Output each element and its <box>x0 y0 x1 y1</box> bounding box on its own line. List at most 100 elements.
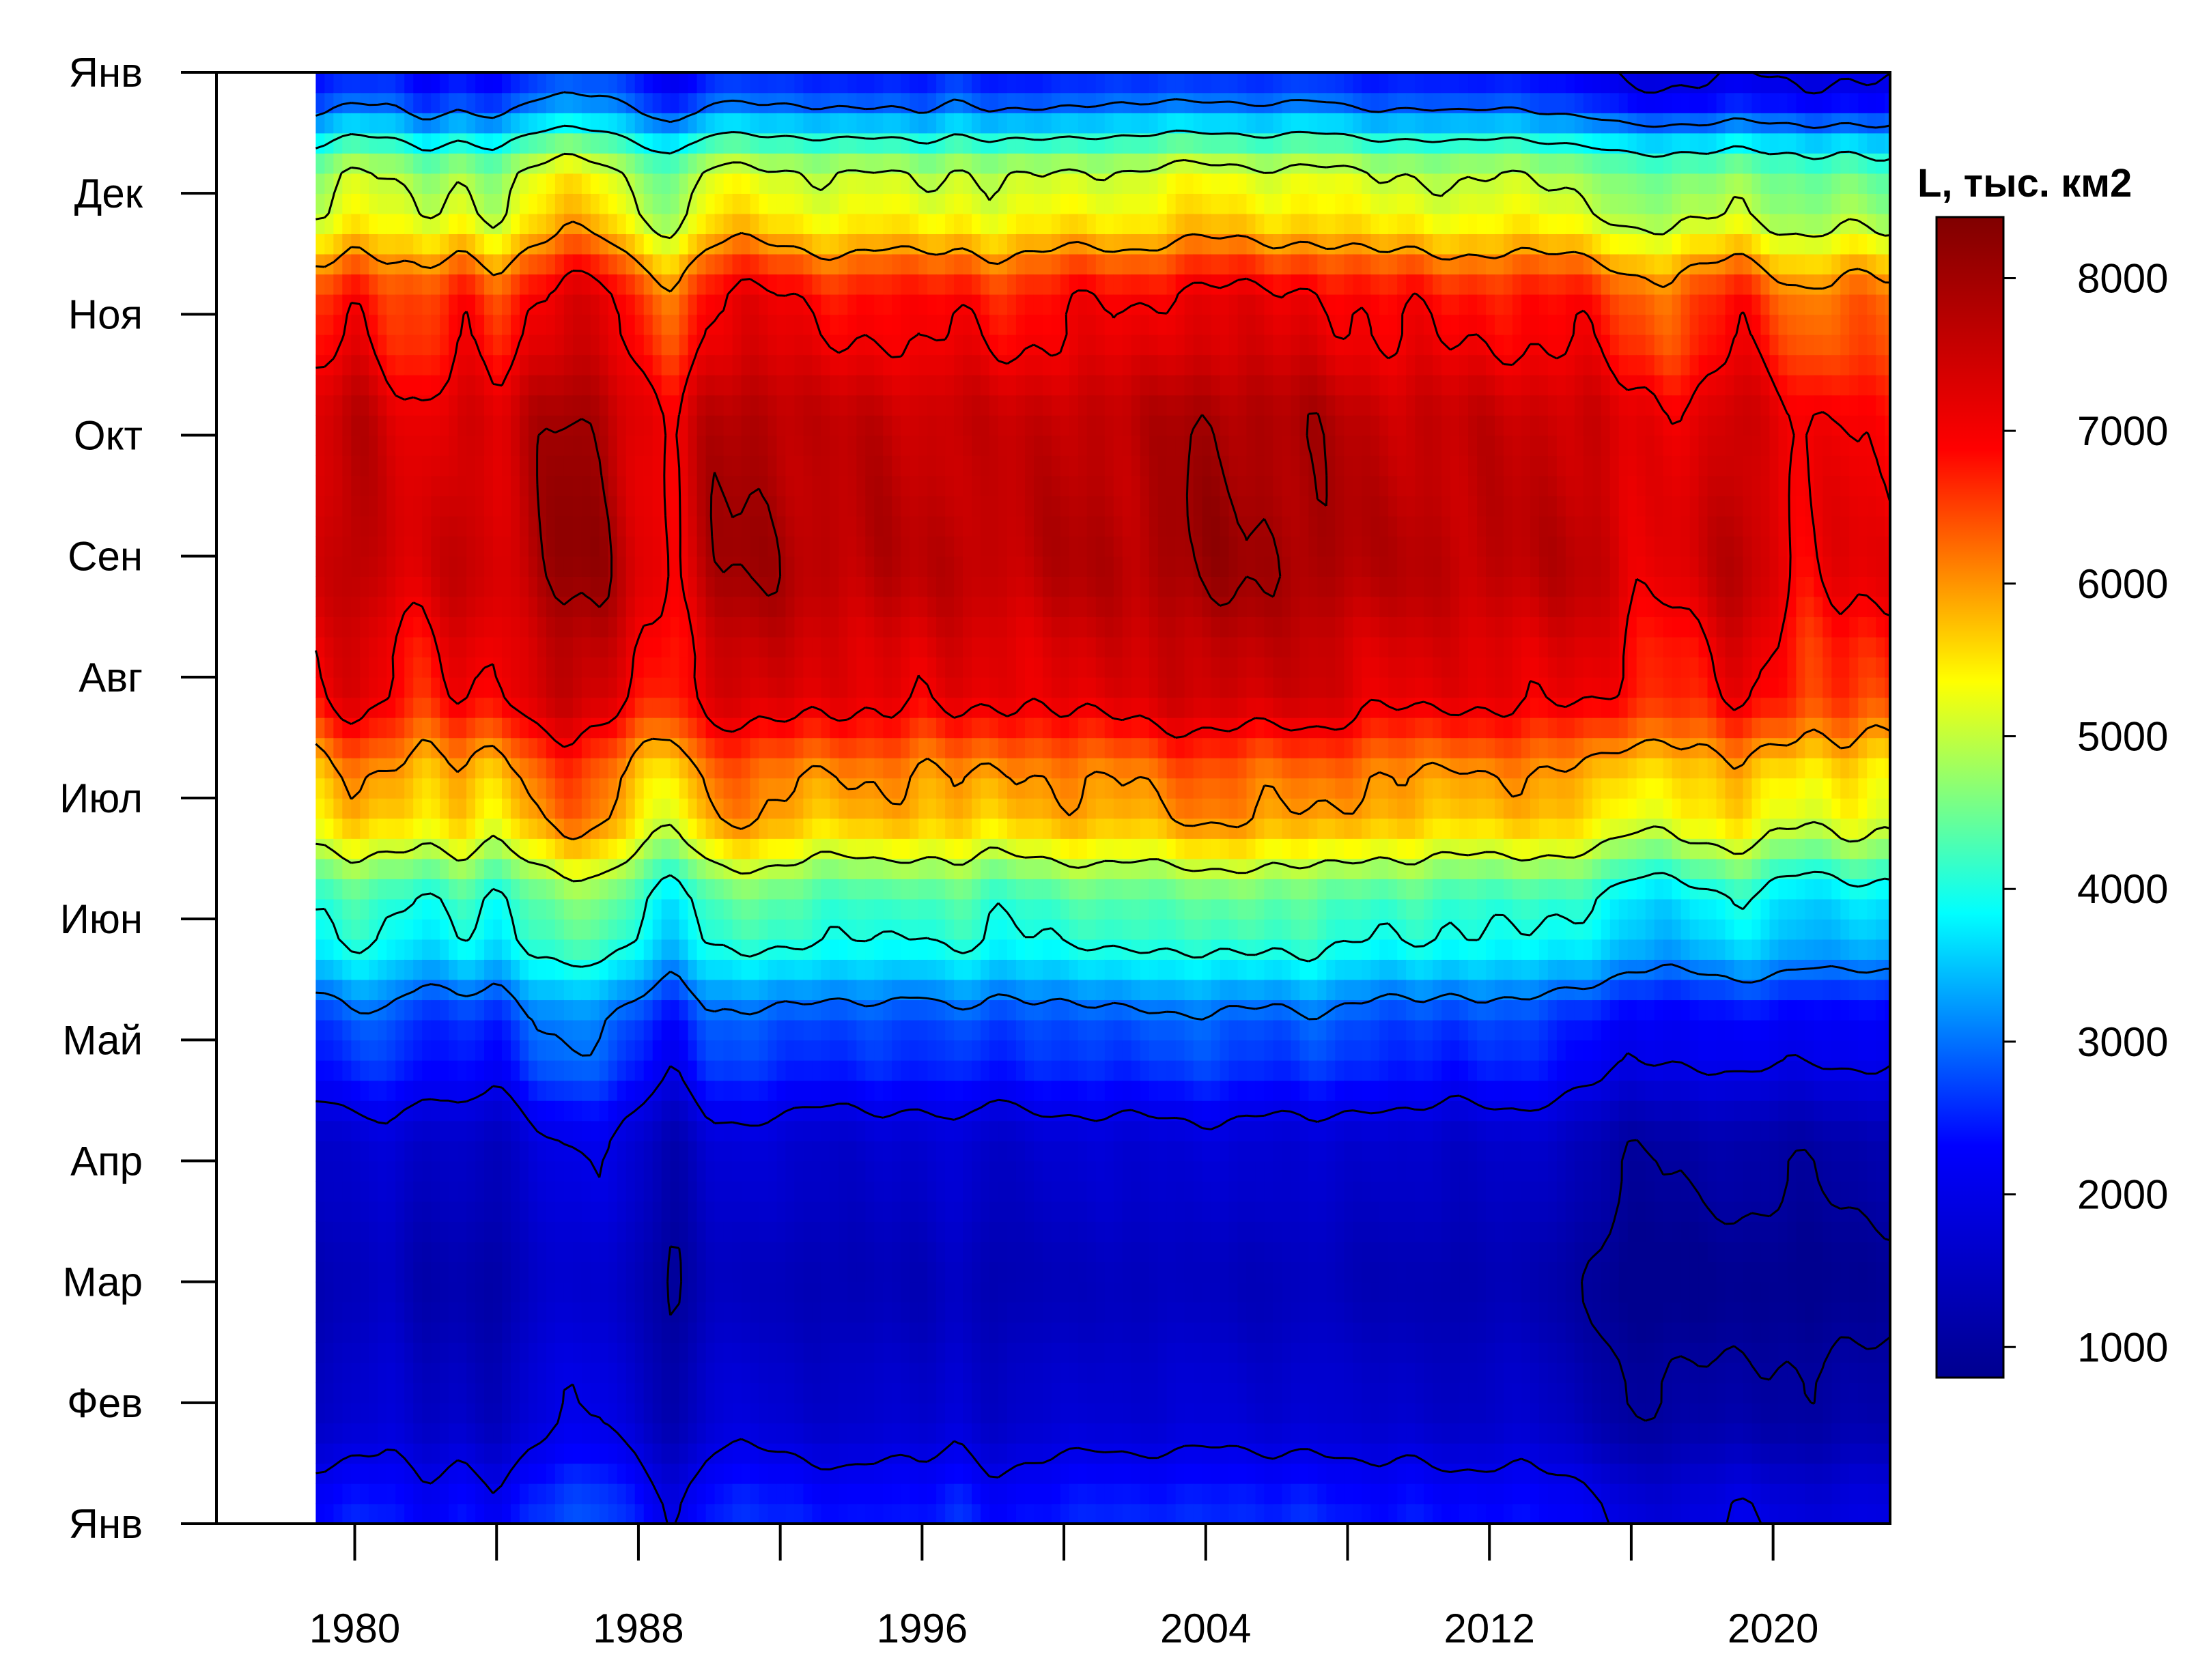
heatmap-cell <box>785 113 796 134</box>
heatmap-cell <box>643 374 653 396</box>
heatmap-cell <box>821 717 831 739</box>
heatmap-cell <box>572 253 582 275</box>
heatmap-cell <box>413 778 423 799</box>
heatmap-cell <box>360 435 370 456</box>
heatmap-cell <box>821 556 831 577</box>
heatmap-cell <box>732 1423 742 1444</box>
heatmap-cell <box>581 132 591 154</box>
heatmap-cell <box>528 1059 538 1081</box>
heatmap-cell <box>874 173 884 194</box>
heatmap-cell <box>883 92 893 113</box>
heatmap-cell <box>670 1080 680 1101</box>
heatmap-cell <box>511 778 520 799</box>
heatmap-cell <box>386 1362 397 1384</box>
heatmap-cell <box>839 697 849 718</box>
heatmap-cell <box>422 576 432 597</box>
heatmap-cell <box>679 1442 689 1464</box>
heatmap-cell <box>563 616 574 638</box>
heatmap-cell <box>563 778 574 799</box>
heatmap-cell <box>572 314 582 335</box>
heatmap-cell <box>413 92 423 113</box>
heatmap-cell <box>413 1019 423 1041</box>
heatmap-cell <box>369 898 379 920</box>
heatmap-cell <box>856 435 867 456</box>
heatmap-cell <box>360 1423 370 1444</box>
heatmap-cell <box>670 1120 680 1141</box>
heatmap-cell <box>554 1483 565 1505</box>
heatmap-cell <box>519 1463 529 1484</box>
heatmap-cell <box>608 173 618 194</box>
heatmap-cell <box>563 939 574 960</box>
heatmap-cell <box>785 959 796 980</box>
heatmap-cell <box>705 1463 716 1484</box>
heatmap-cell <box>847 818 858 839</box>
heatmap-cell <box>688 1362 698 1384</box>
heatmap-cell <box>776 1342 787 1363</box>
heatmap-cell <box>892 1181 902 1202</box>
heatmap-cell <box>537 636 547 658</box>
heatmap-cell <box>351 334 361 356</box>
heatmap-cell <box>617 132 627 154</box>
heatmap-cell <box>670 879 680 900</box>
heatmap-cell <box>847 414 858 436</box>
heatmap-cell <box>528 213 538 235</box>
heatmap-cell <box>528 697 538 718</box>
heatmap-cell <box>599 354 609 375</box>
heatmap-cell <box>741 72 751 94</box>
heatmap-cell <box>590 253 600 275</box>
heatmap-cell <box>360 898 370 920</box>
heatmap-cell <box>528 395 538 416</box>
heatmap-cell <box>511 314 520 335</box>
heatmap-cell <box>794 657 804 678</box>
heatmap-cell <box>458 475 467 496</box>
heatmap-cell <box>458 1322 467 1343</box>
heatmap-cell <box>679 475 689 496</box>
heatmap-cell <box>652 1100 662 1122</box>
heatmap-cell <box>696 898 707 920</box>
heatmap-cell <box>883 1120 893 1141</box>
heatmap-cell <box>581 657 591 678</box>
heatmap-cell <box>847 153 858 174</box>
heatmap-cell <box>413 636 423 658</box>
heatmap-cell <box>511 72 520 94</box>
heatmap-cell <box>572 1241 582 1262</box>
heatmap-cell <box>776 1040 787 1061</box>
heatmap-cell <box>874 414 884 436</box>
heatmap-cell <box>874 657 884 678</box>
heatmap-cell <box>661 919 671 940</box>
heatmap-cell <box>696 193 707 214</box>
heatmap-cell <box>360 757 370 779</box>
heatmap-cell <box>705 556 716 577</box>
heatmap-cell <box>333 515 343 537</box>
heatmap-cell <box>315 1140 326 1162</box>
heatmap-cell <box>422 1382 432 1404</box>
heatmap-cell <box>812 354 822 375</box>
heatmap-cell <box>528 374 538 396</box>
heatmap-cell <box>883 757 893 779</box>
heatmap-cell <box>918 1201 928 1222</box>
heatmap-cell <box>874 153 884 174</box>
heatmap-cell <box>502 213 511 235</box>
heatmap-cell <box>581 496 591 517</box>
heatmap-cell <box>723 798 733 819</box>
heatmap-cell <box>776 435 787 456</box>
heatmap-cell <box>484 616 494 638</box>
heatmap-cell <box>572 294 582 315</box>
heatmap-cell <box>369 72 379 94</box>
heatmap-cell <box>608 475 618 496</box>
heatmap-cell <box>776 1120 787 1141</box>
heatmap-cell <box>608 657 618 678</box>
heatmap-cell <box>466 354 476 375</box>
heatmap-cell <box>493 677 503 698</box>
heatmap-cell <box>847 999 858 1021</box>
heatmap-cell <box>599 1201 609 1222</box>
heatmap-cell <box>830 1423 840 1444</box>
heatmap-cell <box>590 213 600 235</box>
heatmap-cell <box>324 274 335 295</box>
heatmap-cell <box>652 1040 662 1061</box>
heatmap-cell <box>723 1362 733 1384</box>
heatmap-cell <box>484 173 494 194</box>
heatmap-cell <box>918 1483 928 1505</box>
heatmap-cell <box>378 1181 388 1202</box>
heatmap-cell <box>342 636 352 658</box>
